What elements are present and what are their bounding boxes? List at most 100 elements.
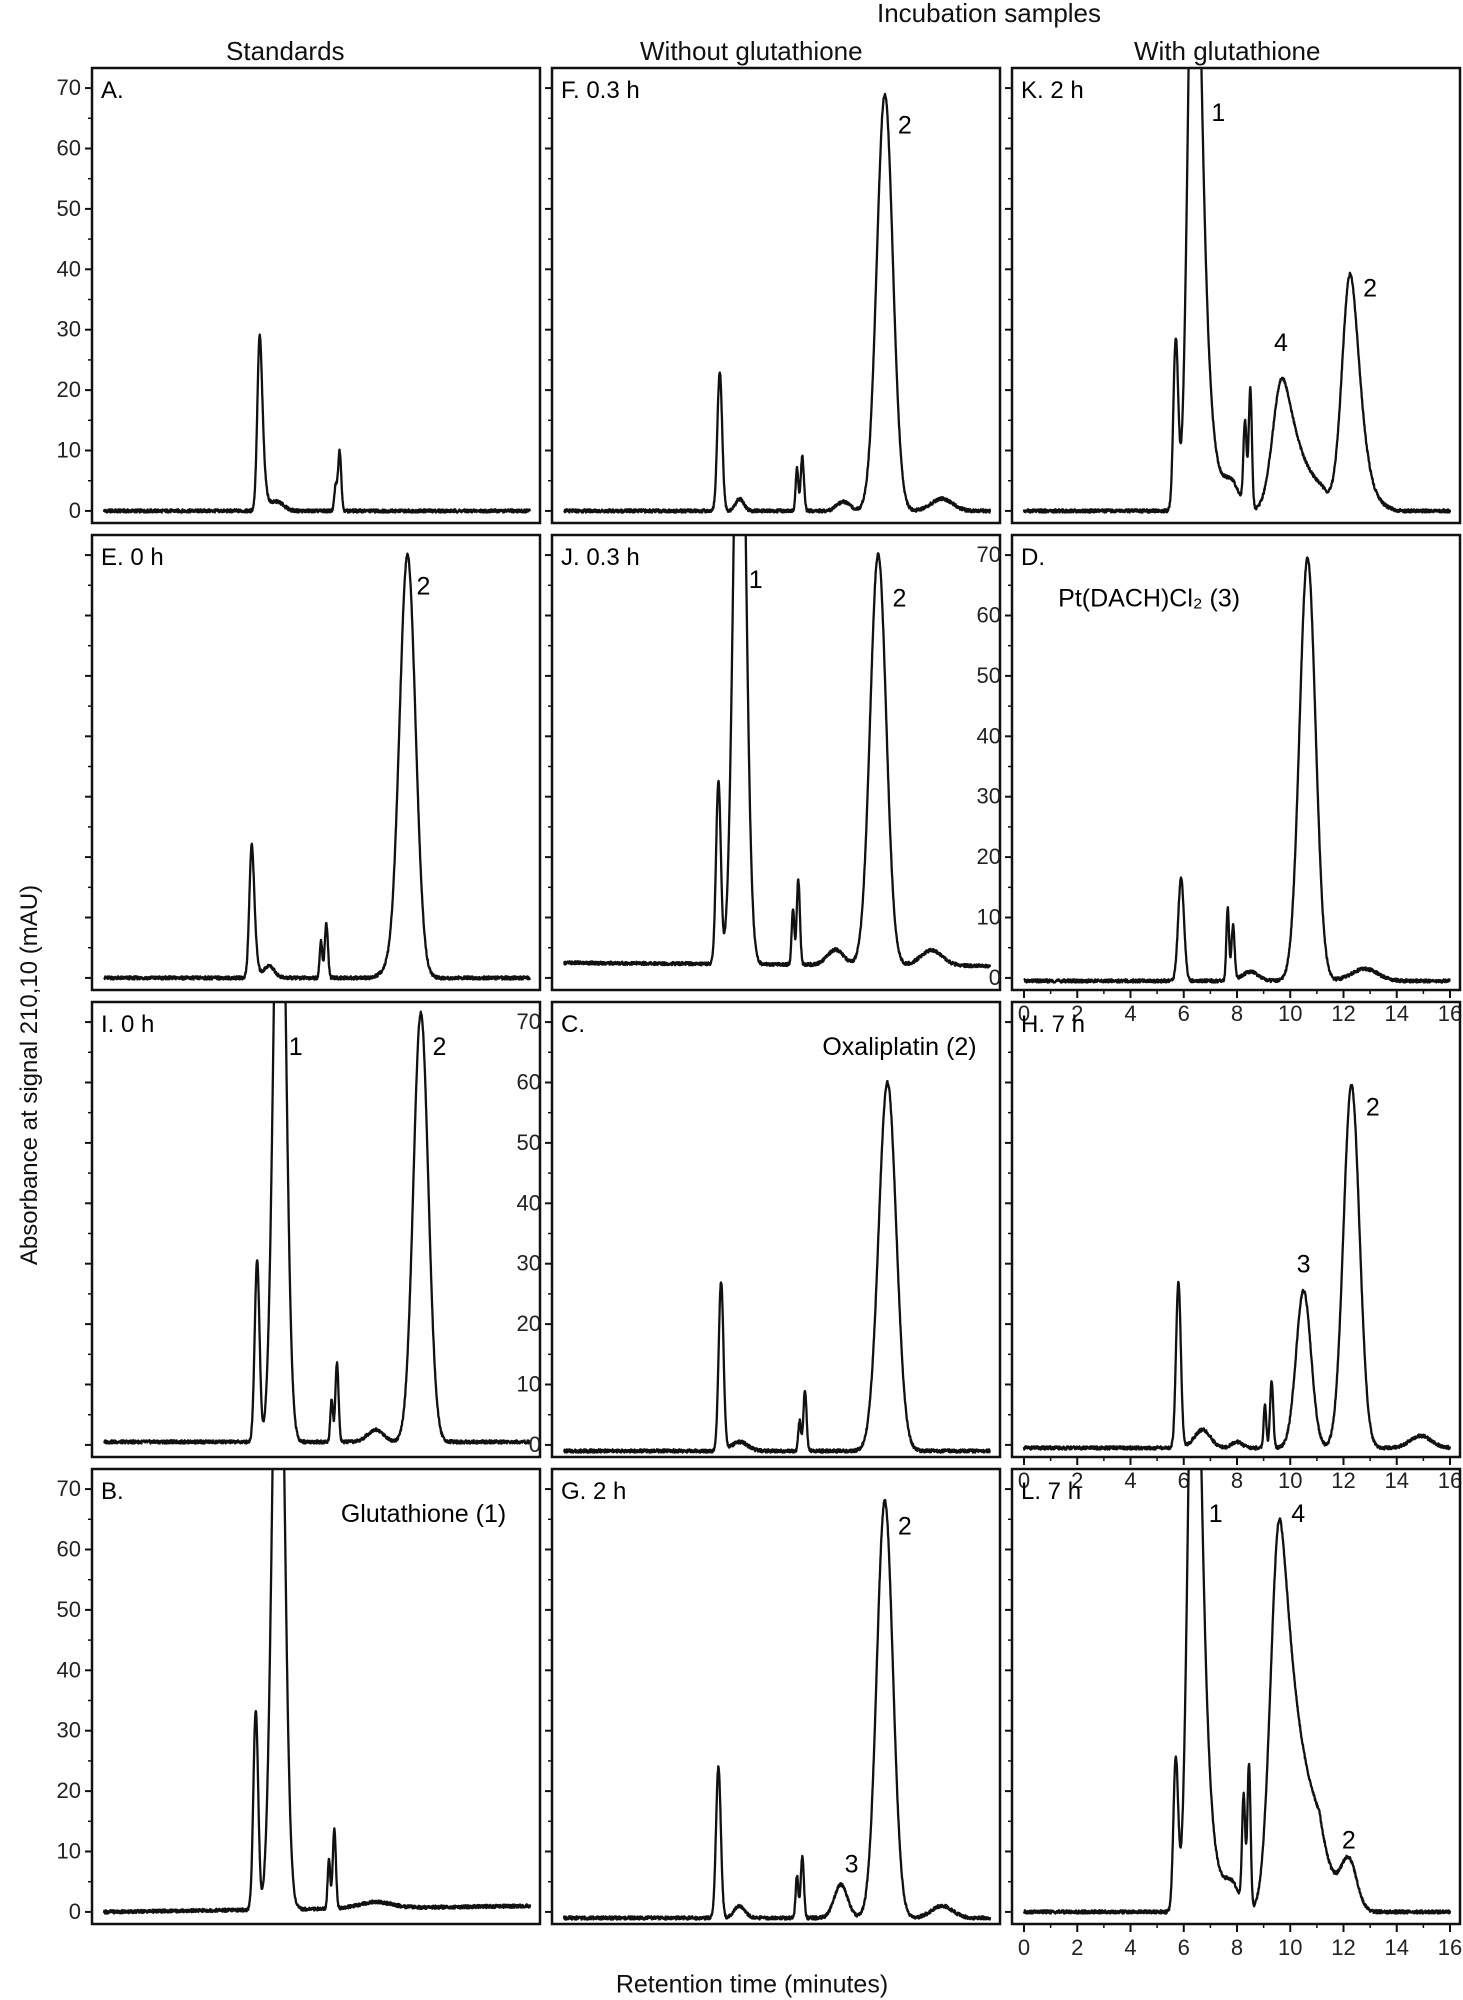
y-tick-label-c-20: 20 — [517, 1311, 541, 1336]
peak-label-l-2: 2 — [1342, 1826, 1356, 1854]
chromatogram-trace-g — [562, 1498, 992, 1921]
y-tick-label-c-10: 10 — [517, 1372, 541, 1397]
peak-label-f-0: 2 — [898, 111, 912, 139]
peak-label-j-1: 2 — [893, 584, 907, 612]
y-tick-label-c-0: 0 — [529, 1432, 541, 1457]
x-tick-label-d-0: 0 — [1018, 1001, 1030, 1026]
y-tick-label-a-20: 20 — [57, 377, 81, 402]
panel-c: C. Oxaliplatin (2) 0 10 20 30 40 50 60 70 — [517, 1000, 1002, 1459]
y-tick-label-a-60: 60 — [57, 135, 81, 160]
panel-frame-h — [1010, 1000, 1462, 1459]
peak-label-h-0: 3 — [1297, 1251, 1311, 1279]
x-tick-label-d-6: 6 — [1178, 1001, 1190, 1026]
y-axis-label: Absorbance at signal 210,10 (mAU) — [16, 884, 43, 1266]
peak-label-d-0: Pt(DACH)Cl₂ (3) — [1058, 584, 1240, 612]
y-tick-label-c-70: 70 — [517, 1009, 541, 1034]
panel-title-c: C. — [561, 1011, 585, 1038]
x-tick-label-h-6: 6 — [1178, 1468, 1190, 1493]
x-tick-label-h-16: 16 — [1438, 1468, 1462, 1493]
header-without-glutathione: Without glutathione — [640, 36, 863, 66]
x-tick-label-l-0: 0 — [1018, 1935, 1030, 1960]
peak-label-c-0: Oxaliplatin (2) — [822, 1033, 976, 1061]
panel-frame-b — [90, 1467, 542, 1926]
x-axis-label: Retention time (minutes) — [615, 1970, 889, 1999]
panel-f: F. 0.3 h 2 — [545, 66, 1002, 525]
panel-b: B. Glutathione (1) 0 10 20 30 40 50 60 70 — [57, 1467, 542, 1926]
y-tick-label-c-50: 50 — [517, 1130, 541, 1155]
peak-label-l-1: 4 — [1291, 1500, 1305, 1528]
x-tick-label-l-10: 10 — [1278, 1935, 1302, 1960]
y-tick-label-d-0: 0 — [989, 965, 1001, 990]
panel-title-h: H. 7 h — [1021, 1011, 1085, 1038]
y-tick-label-a-50: 50 — [57, 196, 81, 221]
panel-title-d: D. — [1021, 544, 1045, 571]
chromatogram-trace-h — [1022, 1083, 1452, 1451]
y-tick-label-d-30: 30 — [977, 784, 1001, 809]
panel-l: L. 7 h1 420 2 4 6 8 10 12 14 16 — [1005, 1467, 1462, 1960]
chromatogram-trace-b — [102, 1469, 532, 1915]
peak-label-k-1: 4 — [1274, 329, 1288, 357]
header-incubation-samples: Incubation samples — [877, 0, 1102, 28]
panel-title-k: K. 2 h — [1021, 77, 1084, 104]
y-tick-label-a-70: 70 — [57, 75, 81, 100]
x-tick-label-h-10: 10 — [1278, 1468, 1302, 1493]
peak-label-i-1: 2 — [433, 1033, 447, 1061]
y-tick-label-a-40: 40 — [57, 256, 81, 281]
x-tick-label-l-2: 2 — [1071, 1935, 1083, 1960]
chromatogram-trace-c — [563, 1079, 991, 1454]
y-tick-label-a-10: 10 — [57, 438, 81, 463]
peak-label-k-2: 2 — [1363, 274, 1377, 302]
y-tick-label-d-60: 60 — [977, 602, 1001, 627]
x-tick-label-l-14: 14 — [1385, 1935, 1409, 1960]
panel-k: K. 2 h 1 4 2 — [1005, 66, 1462, 525]
y-tick-label-b-70: 70 — [57, 1476, 81, 1501]
y-tick-label-a-0: 0 — [69, 498, 81, 523]
x-tick-label-d-16: 16 — [1438, 1001, 1462, 1026]
peak-label-h-1: 2 — [1366, 1094, 1380, 1122]
x-tick-label-l-8: 8 — [1231, 1935, 1243, 1960]
header-standards: Standards — [226, 36, 345, 66]
panel-j: J. 0.3 h 1 2 — [545, 533, 1002, 992]
y-tick-label-b-50: 50 — [57, 1597, 81, 1622]
panel-frame-k — [1010, 66, 1462, 525]
panel-h: H. 7 h 3 2 0 2 4 6 8 10 12 14 16 — [1005, 1000, 1462, 1493]
x-tick-label-h-2: 2 — [1071, 1468, 1083, 1493]
chromatogram-trace-k — [1022, 68, 1452, 514]
panel-title-a: A. — [101, 77, 124, 104]
panel-g: G. 2 h 3 2 — [545, 1467, 1002, 1926]
panel-i: I. 0 h 1 2 — [85, 1000, 542, 1459]
chromatogram-trace-j — [562, 535, 992, 969]
panel-frame-j — [550, 533, 1002, 992]
chromatogram-trace-a — [102, 333, 532, 514]
y-tick-label-b-10: 10 — [57, 1839, 81, 1864]
x-tick-label-h-4: 4 — [1124, 1468, 1136, 1493]
y-tick-label-b-0: 0 — [69, 1899, 81, 1924]
panel-frame-a — [90, 66, 542, 525]
chromatogram-trace-l — [1022, 1469, 1452, 1915]
x-tick-label-d-10: 10 — [1278, 1001, 1302, 1026]
peak-label-g-1: 2 — [898, 1512, 912, 1540]
y-tick-label-b-40: 40 — [57, 1657, 81, 1682]
peak-label-b-0: Glutathione (1) — [341, 1500, 506, 1528]
panel-title-e: E. 0 h — [101, 544, 164, 571]
panel-frame-l — [1010, 1467, 1462, 1926]
y-tick-label-c-30: 30 — [517, 1251, 541, 1276]
panel-frame-e — [90, 533, 542, 992]
x-tick-label-h-14: 14 — [1385, 1468, 1409, 1493]
x-tick-label-h-8: 8 — [1231, 1468, 1243, 1493]
y-tick-label-d-40: 40 — [977, 723, 1001, 748]
peak-label-e-0: 2 — [417, 572, 431, 600]
y-tick-label-d-20: 20 — [977, 844, 1001, 869]
panel-title-f: F. 0.3 h — [561, 77, 640, 104]
panel-frame-c — [550, 1000, 1002, 1459]
y-tick-label-b-30: 30 — [57, 1718, 81, 1743]
y-tick-label-c-60: 60 — [517, 1069, 541, 1094]
x-tick-label-d-14: 14 — [1385, 1001, 1409, 1026]
chromatogram-trace-f — [563, 92, 992, 514]
panel-title-j: J. 0.3 h — [561, 544, 640, 571]
y-tick-label-d-50: 50 — [977, 663, 1001, 688]
panel-frame-f — [550, 66, 1002, 525]
chromatogram-trace-d — [1023, 556, 1451, 984]
